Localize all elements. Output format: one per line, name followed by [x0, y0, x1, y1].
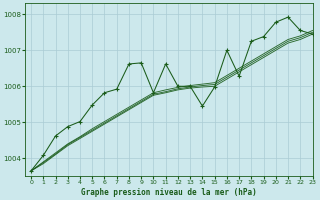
X-axis label: Graphe pression niveau de la mer (hPa): Graphe pression niveau de la mer (hPa)	[81, 188, 257, 197]
